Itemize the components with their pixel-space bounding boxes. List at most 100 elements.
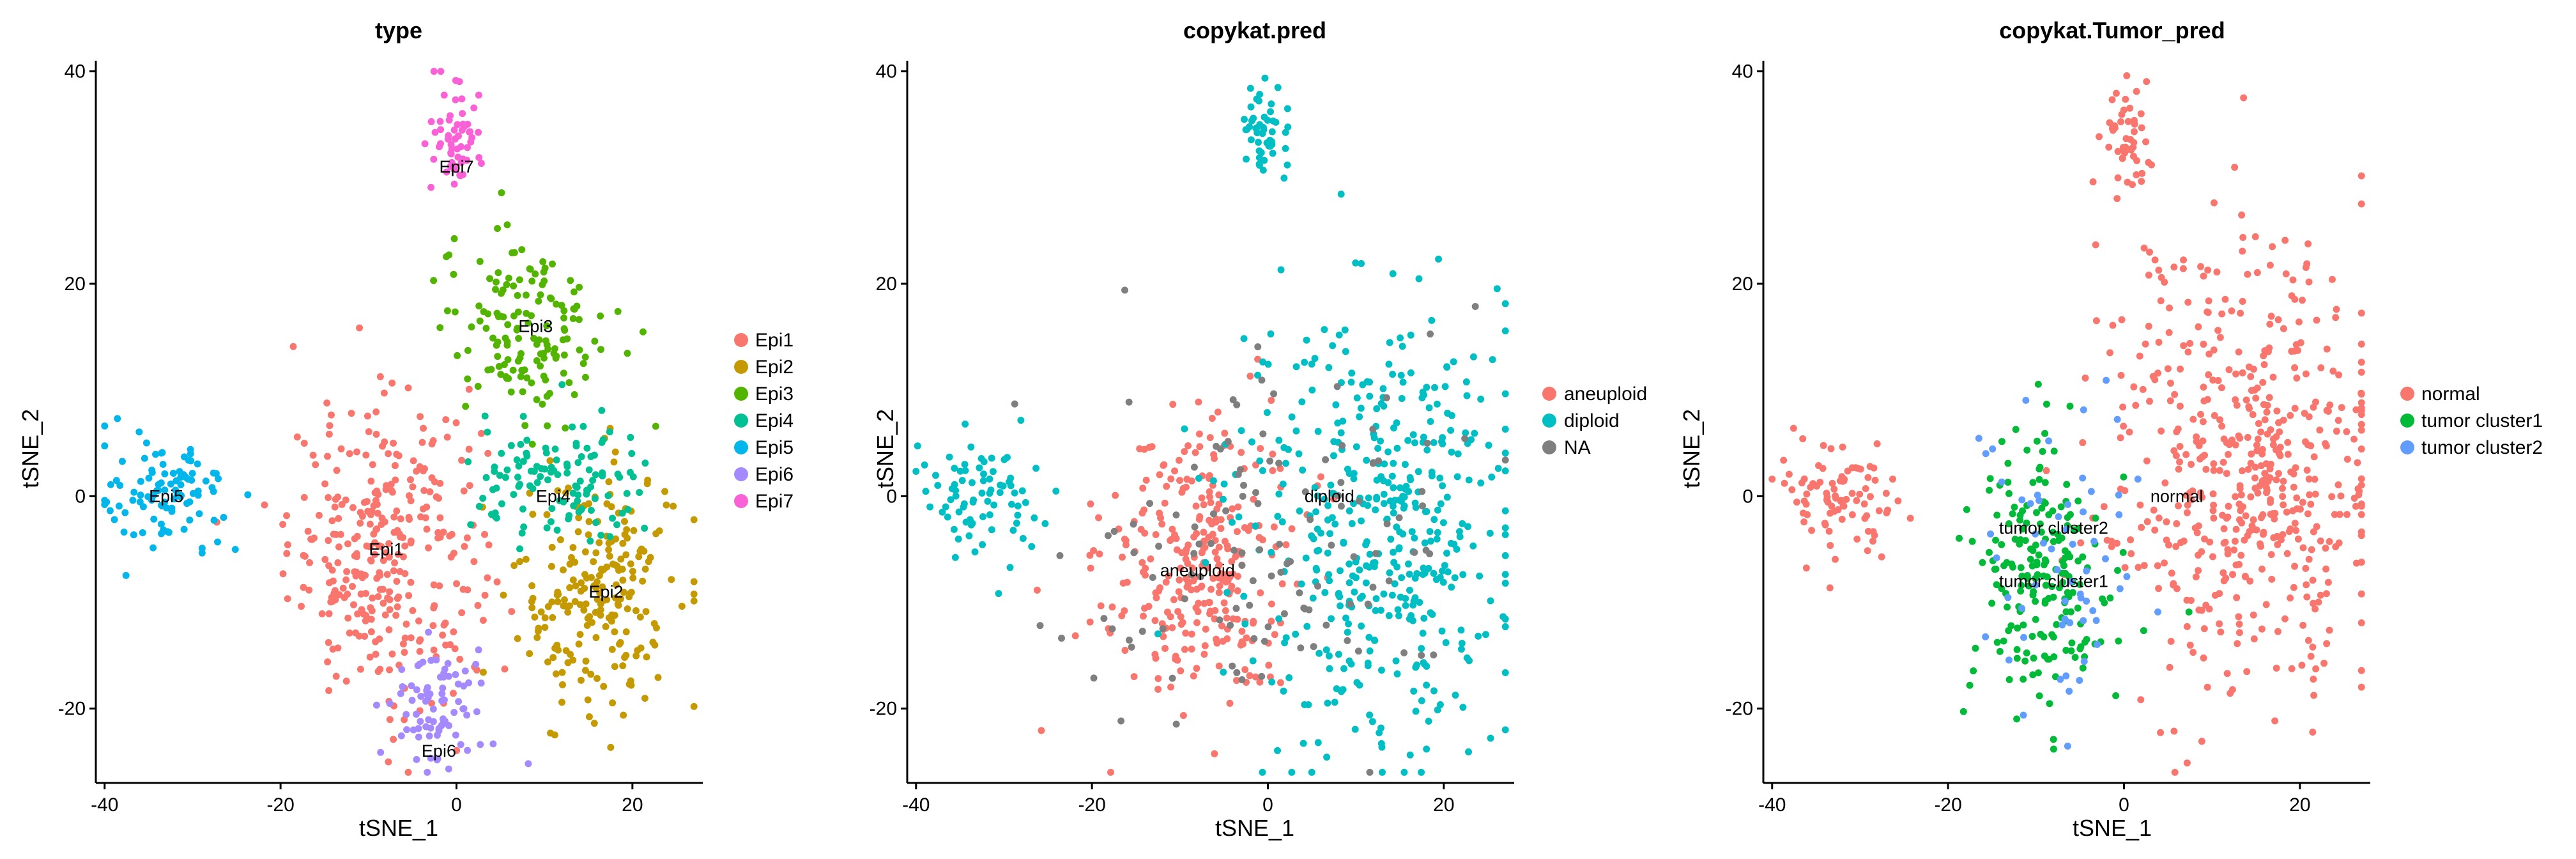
- data-point: [448, 145, 456, 153]
- data-point: [1149, 573, 1156, 581]
- data-point: [433, 731, 441, 739]
- data-point: [312, 461, 319, 468]
- data-point: [2198, 738, 2205, 745]
- data-point: [1142, 476, 1150, 484]
- data-point: [2191, 524, 2199, 532]
- data-point: [1282, 144, 1289, 152]
- y-tick-label: 40: [65, 61, 86, 82]
- data-point: [2302, 370, 2310, 378]
- data-point: [1346, 470, 1353, 477]
- data-point: [639, 577, 647, 585]
- data-point: [1862, 485, 1869, 493]
- data-point: [2250, 611, 2257, 619]
- data-point: [1452, 692, 1459, 699]
- data-point: [391, 559, 399, 567]
- data-point: [1022, 499, 1029, 506]
- data-point: [2287, 412, 2294, 419]
- data-point: [1152, 531, 1160, 539]
- data-point: [1246, 84, 1254, 92]
- data-point: [560, 602, 567, 610]
- data-point: [2132, 401, 2140, 409]
- data-point: [1121, 536, 1128, 543]
- data-point: [1011, 489, 1018, 497]
- data-point: [1430, 516, 1438, 523]
- data-point: [1477, 395, 1485, 403]
- data-point: [2133, 171, 2140, 179]
- data-point: [1155, 543, 1163, 550]
- data-point: [1181, 646, 1188, 653]
- data-point: [1238, 427, 1245, 435]
- data-point: [1228, 557, 1236, 565]
- data-point: [569, 576, 577, 584]
- data-point: [1441, 383, 1449, 391]
- data-point: [300, 440, 308, 447]
- data-point: [558, 699, 566, 706]
- data-point: [2287, 468, 2295, 476]
- data-point: [371, 550, 379, 558]
- data-point: [2324, 578, 2332, 586]
- data-point: [2310, 528, 2317, 536]
- data-point: [1411, 534, 1418, 542]
- data-point: [1385, 577, 1393, 585]
- data-point: [2163, 518, 2170, 525]
- data-point: [2258, 445, 2266, 453]
- data-point: [1793, 499, 1800, 506]
- data-point: [372, 431, 380, 438]
- data-point: [1240, 592, 1248, 600]
- data-point: [2221, 295, 2229, 303]
- data-point: [1373, 495, 1381, 503]
- data-point: [1408, 528, 1416, 536]
- data-point: [1402, 601, 1409, 609]
- data-point: [1314, 582, 1322, 590]
- data-point: [944, 513, 951, 521]
- data-point: [212, 470, 220, 477]
- data-point: [368, 607, 376, 615]
- data-point: [566, 584, 574, 592]
- data-point: [980, 470, 988, 478]
- data-point: [439, 631, 447, 639]
- data-point: [1968, 538, 1976, 545]
- data-point: [2248, 450, 2255, 458]
- data-point: [2119, 144, 2127, 151]
- data-point: [2358, 368, 2365, 376]
- data-point: [2223, 470, 2230, 477]
- data-point: [1250, 617, 1257, 625]
- data-point: [2139, 385, 2147, 393]
- data-point: [1311, 355, 1319, 362]
- data-point: [1122, 541, 1130, 549]
- data-point: [2067, 647, 2075, 654]
- data-point: [2043, 467, 2050, 474]
- data-point: [1154, 685, 1162, 693]
- data-point: [101, 422, 109, 430]
- data-point: [1351, 588, 1358, 596]
- data-point: [492, 278, 500, 286]
- data-point: [2176, 442, 2184, 450]
- data-point: [1162, 644, 1169, 652]
- data-point: [560, 307, 568, 314]
- data-point: [1354, 647, 1362, 655]
- data-point: [1407, 331, 1414, 339]
- data-point: [2180, 342, 2188, 350]
- data-point: [2188, 460, 2195, 468]
- data-point: [1828, 479, 1836, 487]
- data-point: [2161, 278, 2168, 286]
- data-point: [2269, 243, 2276, 251]
- data-point: [2079, 553, 2087, 561]
- data-point: [1340, 539, 1347, 547]
- data-point: [404, 768, 412, 776]
- data-point: [1377, 437, 1384, 445]
- data-point: [509, 366, 517, 374]
- data-point: [2303, 581, 2310, 589]
- data-point: [2261, 416, 2269, 424]
- data-point: [2214, 376, 2222, 384]
- x-axis-title: tSNE_1: [359, 815, 438, 841]
- data-point: [575, 508, 583, 516]
- data-point: [1019, 534, 1027, 542]
- data-point: [1335, 651, 1342, 658]
- data-point: [1094, 514, 1102, 522]
- data-point: [1233, 528, 1241, 536]
- data-point: [1457, 646, 1465, 653]
- data-point: [523, 437, 531, 444]
- data-point: [1137, 525, 1145, 533]
- data-point: [612, 535, 620, 543]
